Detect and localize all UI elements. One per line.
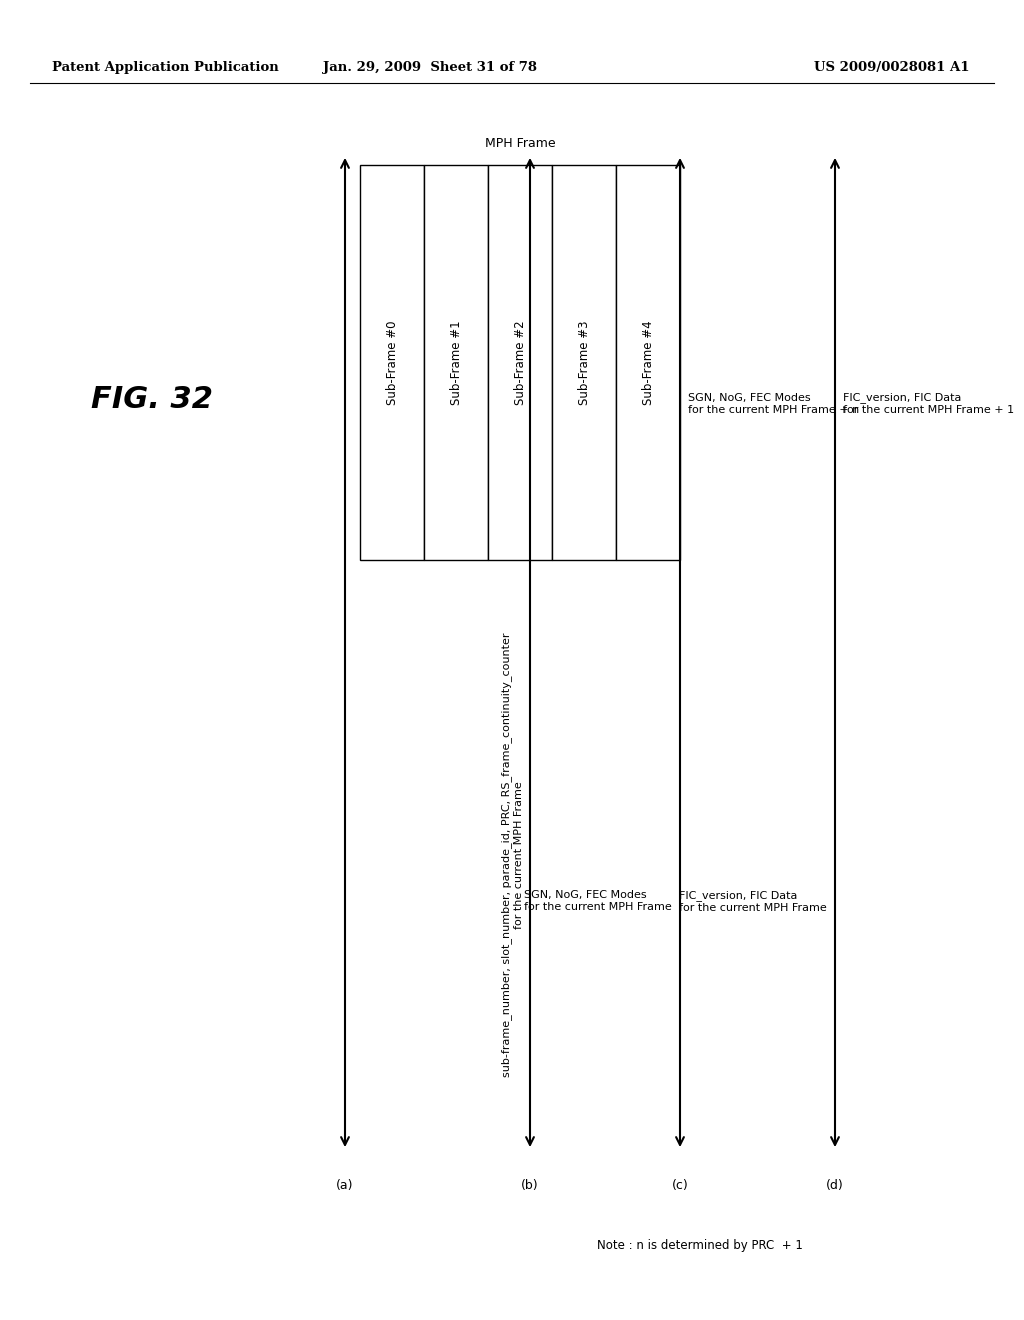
Text: FIC_version, FIC Data
for the current MPH Frame: FIC_version, FIC Data for the current MP… bbox=[679, 890, 827, 912]
Text: SGN, NoG, FEC Modes
for the current MPH Frame: SGN, NoG, FEC Modes for the current MPH … bbox=[524, 891, 672, 912]
Text: FIC_version, FIC Data
for the current MPH Frame + 1: FIC_version, FIC Data for the current MP… bbox=[843, 392, 1014, 414]
Bar bbox=[488, 165, 552, 560]
Text: MPH Frame: MPH Frame bbox=[484, 137, 555, 150]
Bar bbox=[424, 165, 488, 560]
Text: Sub-Frame #2: Sub-Frame #2 bbox=[513, 321, 526, 405]
Text: Note : n is determined by PRC  + 1: Note : n is determined by PRC + 1 bbox=[597, 1238, 803, 1251]
Text: (c): (c) bbox=[672, 1179, 688, 1192]
Bar bbox=[360, 165, 424, 560]
Bar bbox=[552, 165, 616, 560]
Text: Sub-Frame #1: Sub-Frame #1 bbox=[450, 321, 463, 405]
Text: (a): (a) bbox=[336, 1179, 353, 1192]
Text: FIG. 32: FIG. 32 bbox=[91, 385, 213, 414]
Text: Sub-Frame #3: Sub-Frame #3 bbox=[578, 321, 591, 405]
Text: (d): (d) bbox=[826, 1179, 844, 1192]
Text: SGN, NoG, FEC Modes
for the current MPH Frame + n: SGN, NoG, FEC Modes for the current MPH … bbox=[688, 393, 859, 414]
Text: (b): (b) bbox=[521, 1179, 539, 1192]
Text: Sub-Frame #0: Sub-Frame #0 bbox=[385, 321, 398, 405]
Text: sub-frame_number, slot_number, parade_id, PRC, RS_frame_continuity_counter
for t: sub-frame_number, slot_number, parade_id… bbox=[502, 632, 524, 1077]
Text: US 2009/0028081 A1: US 2009/0028081 A1 bbox=[814, 62, 970, 74]
Text: Patent Application Publication: Patent Application Publication bbox=[52, 62, 279, 74]
Text: Jan. 29, 2009  Sheet 31 of 78: Jan. 29, 2009 Sheet 31 of 78 bbox=[323, 62, 537, 74]
Text: Sub-Frame #4: Sub-Frame #4 bbox=[641, 321, 654, 405]
Bar bbox=[616, 165, 680, 560]
